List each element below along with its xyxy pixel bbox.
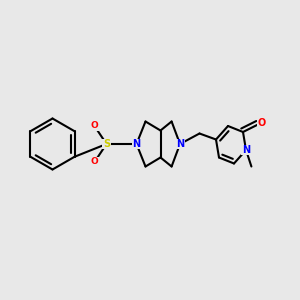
Text: O: O xyxy=(91,158,98,166)
Text: N: N xyxy=(176,139,184,149)
Text: N: N xyxy=(242,145,250,155)
Text: O: O xyxy=(91,122,98,130)
Text: S: S xyxy=(103,139,110,149)
Text: O: O xyxy=(258,118,266,128)
Text: N: N xyxy=(132,139,141,149)
